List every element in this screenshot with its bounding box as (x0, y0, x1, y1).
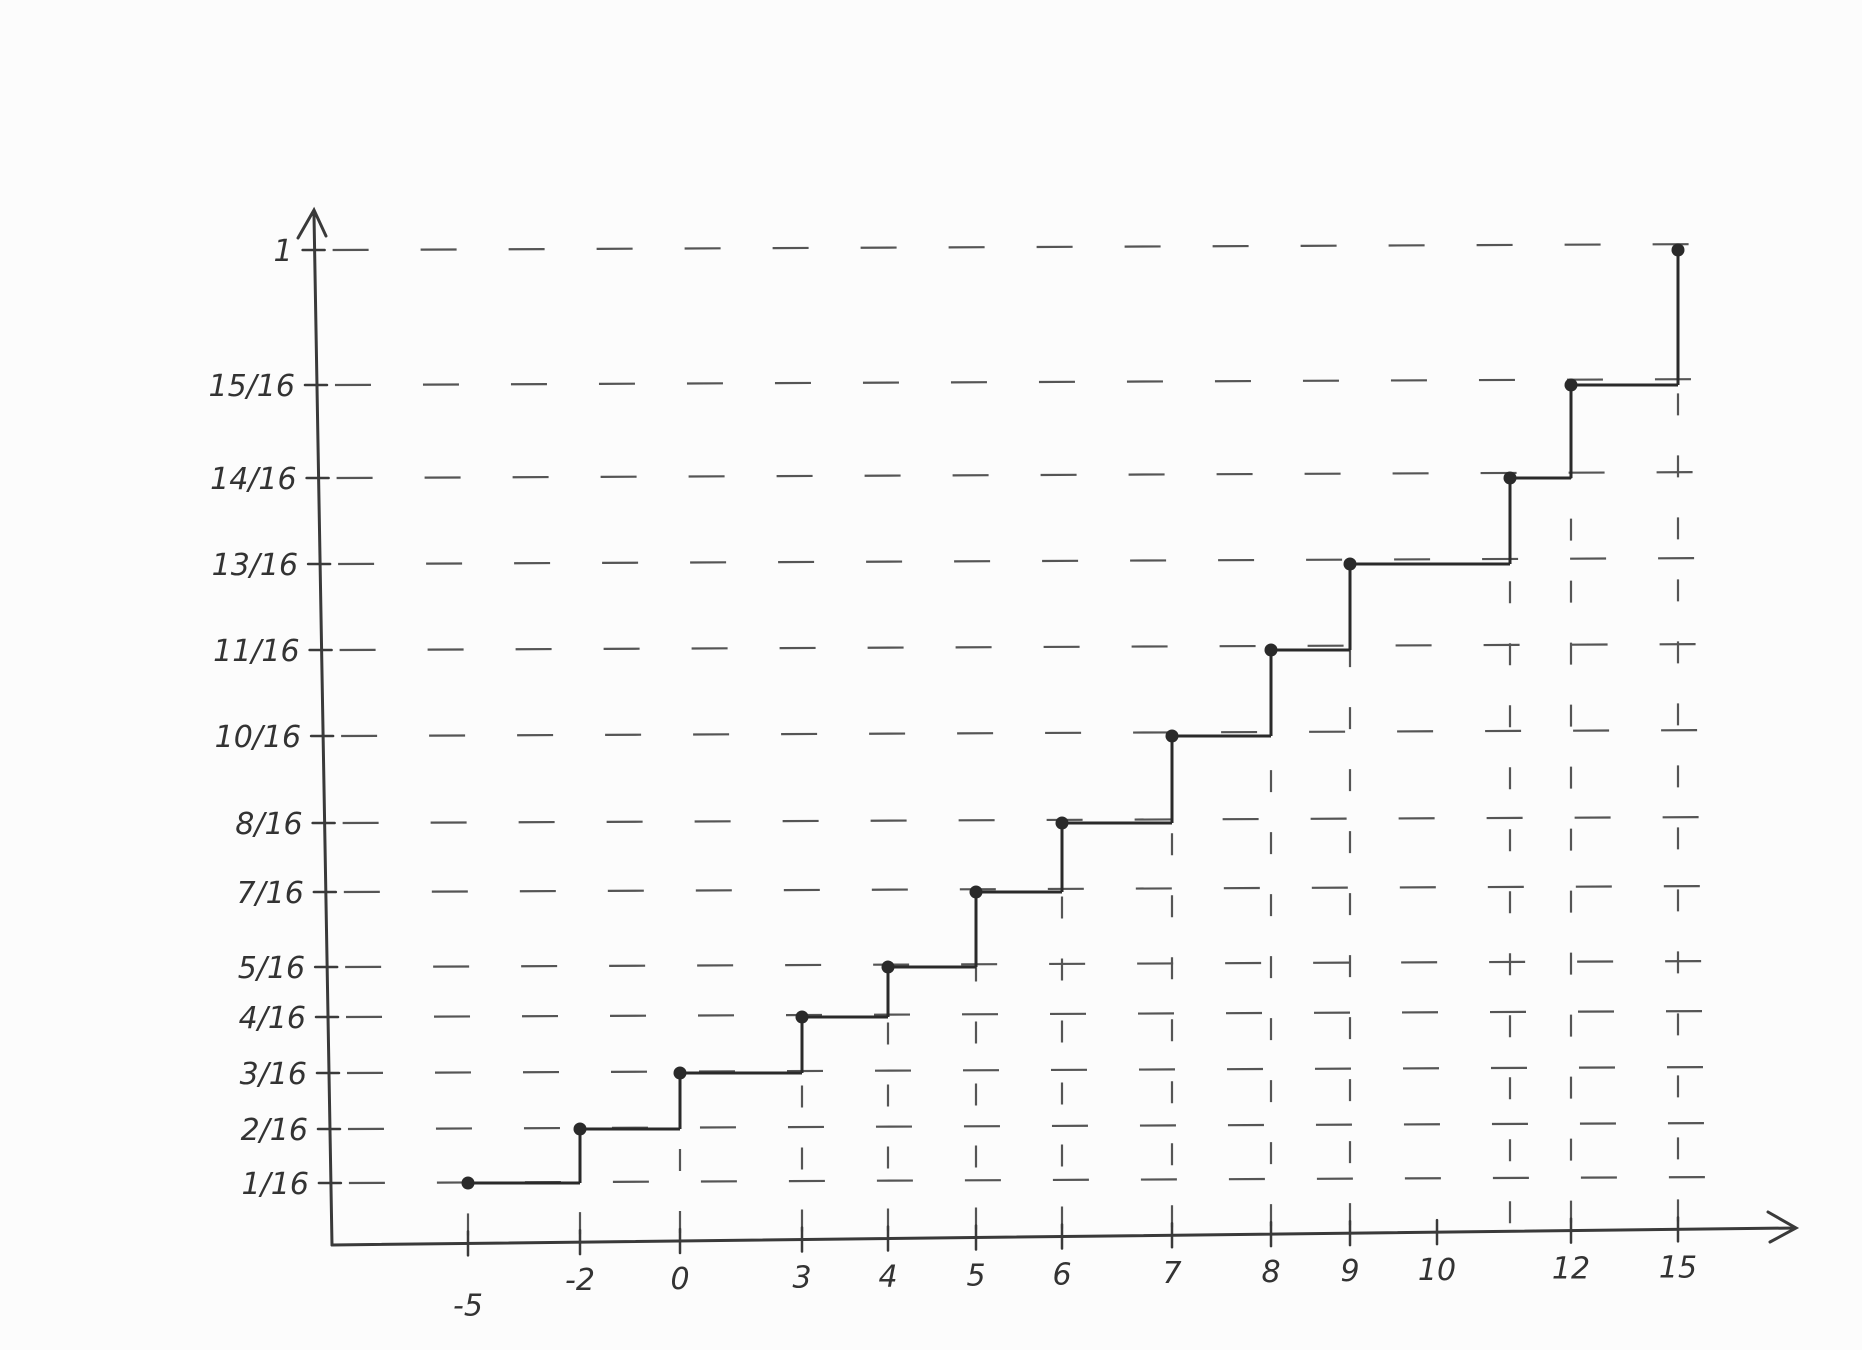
h-guide-4/16 (346, 1009, 1731, 1019)
x-tick-label: -5 (453, 1288, 483, 1323)
step-point (1564, 378, 1578, 392)
x-tick-label: 3 (792, 1261, 811, 1296)
vertical-guide-lines (466, 258, 1680, 1236)
h-guide-13/16 (338, 556, 1731, 566)
h-guide-5/16 (345, 959, 1731, 969)
step-series (468, 250, 1680, 1185)
h-guide-15/16 (334, 377, 1731, 387)
step-point (1055, 816, 1069, 830)
horizontal-guide-lines (332, 242, 1731, 1185)
y-tick-label: 1 (274, 234, 293, 269)
h-guide-1 (332, 242, 1731, 252)
h-guide-10/16 (341, 728, 1731, 738)
h-guide-8/16 (342, 815, 1731, 825)
axis-ticks (301, 248, 1680, 1257)
x-tick-label: 6 (1052, 1258, 1071, 1293)
x-tick-label: 10 (1418, 1253, 1456, 1288)
y-tick-label: 14/16 (210, 462, 296, 497)
y-axis-arrowhead (296, 206, 328, 240)
x-axis-arrowhead (1766, 1210, 1800, 1244)
x-tick-label: -2 (565, 1263, 595, 1298)
x-tick-label: 15 (1659, 1250, 1697, 1285)
h-guide-7/16 (343, 884, 1731, 894)
step-points (461, 243, 1685, 1190)
y-tick-label: 4/16 (239, 1001, 306, 1036)
y-tick-label: 11/16 (213, 634, 299, 669)
h-guide-2/16 (347, 1121, 1731, 1131)
h-guide-11/16 (339, 642, 1731, 652)
x-tick-label: 12 (1552, 1252, 1590, 1287)
x-tick-label: 0 (670, 1262, 689, 1297)
x-tick-label: 7 (1162, 1256, 1181, 1291)
y-tick-label: 1/16 (242, 1167, 309, 1202)
tick-labels: 1/162/163/164/165/167/168/1610/1611/1613… (209, 234, 1698, 1323)
h-guide-14/16 (336, 470, 1731, 480)
y-tick-label: 10/16 (215, 720, 301, 755)
y-tick-label: 3/16 (240, 1057, 307, 1092)
step-point (1264, 643, 1278, 657)
y-tick-label: 15/16 (209, 369, 295, 404)
step-point (881, 960, 895, 974)
h-guide-3/16 (346, 1065, 1731, 1075)
step-point (795, 1010, 809, 1024)
h-guide-1/16 (348, 1175, 1731, 1185)
step-point (1343, 557, 1357, 571)
step-point (1503, 471, 1517, 485)
step-point (969, 885, 983, 899)
step-point (1165, 729, 1179, 743)
y-axis (312, 213, 334, 1247)
y-tick-label: 5/16 (238, 951, 305, 986)
step-point (573, 1122, 587, 1136)
x-tick-label: 4 (878, 1260, 897, 1295)
x-tick-label: 8 (1261, 1255, 1280, 1290)
x-tick-label: 9 (1340, 1254, 1359, 1289)
y-tick-label: 13/16 (212, 548, 298, 583)
y-tick-label: 8/16 (235, 807, 302, 842)
step-point (461, 1176, 475, 1190)
x-tick-label: 5 (966, 1259, 985, 1294)
step-point (1671, 243, 1685, 257)
y-tick-label: 2/16 (241, 1113, 308, 1148)
y-tick-label: 7/16 (236, 876, 303, 911)
step-point (673, 1066, 687, 1080)
x-axis (330, 1226, 1797, 1247)
